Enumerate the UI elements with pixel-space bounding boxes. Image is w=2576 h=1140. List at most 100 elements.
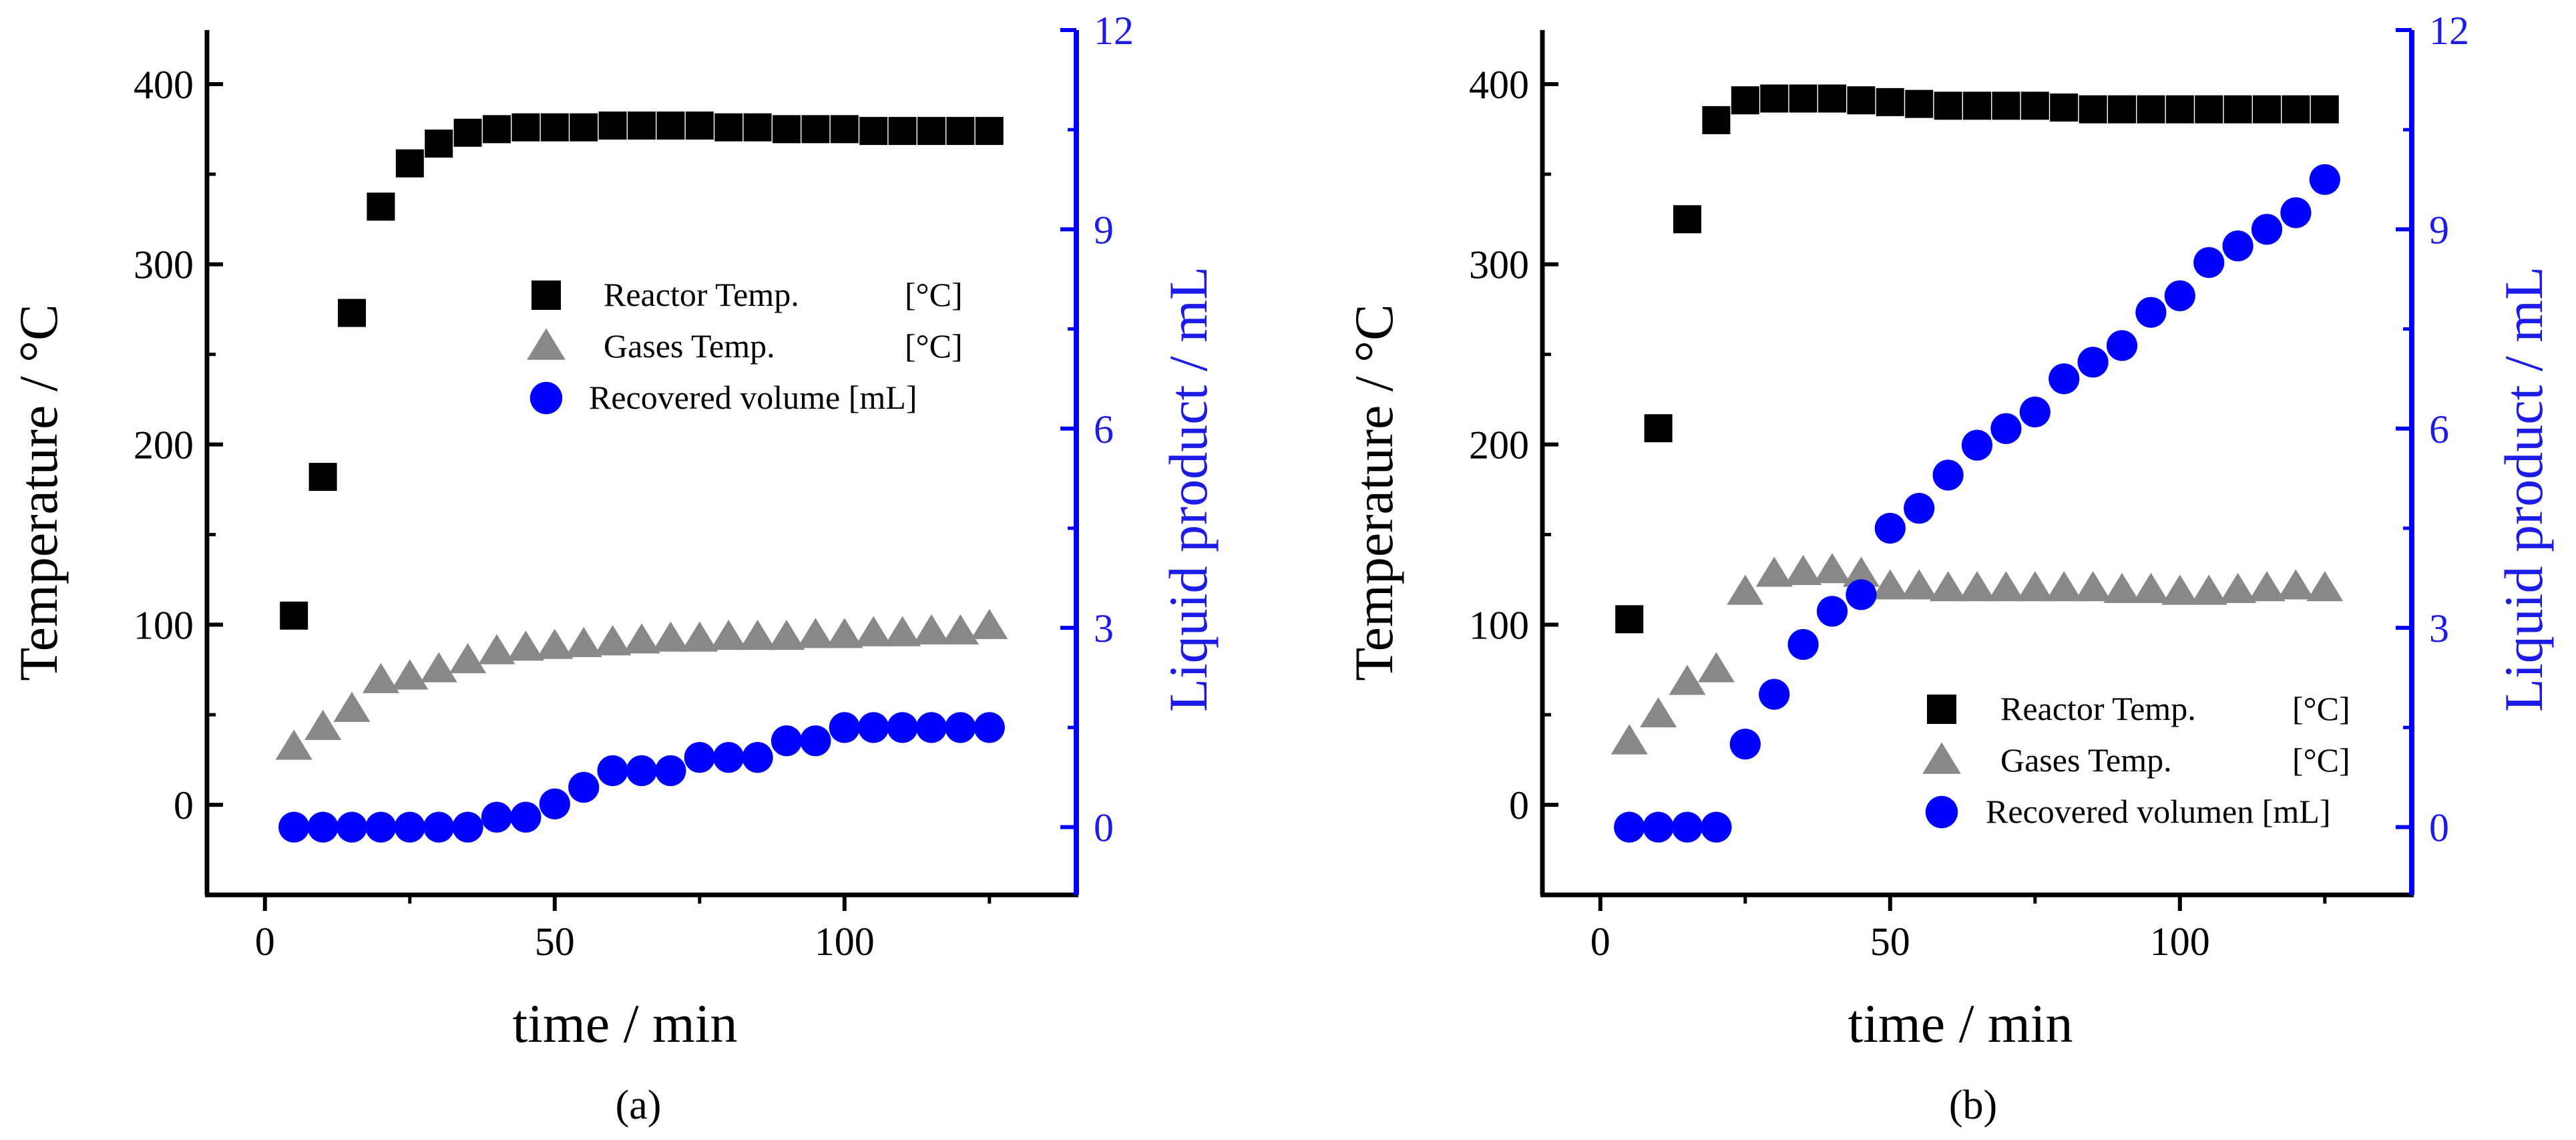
y-right-tick-label: 9 (2429, 208, 2449, 252)
data-point-circle (278, 811, 310, 843)
y-right-tick-label: 0 (1094, 806, 1114, 850)
data-point-circle (655, 755, 686, 787)
data-point-triangle (1611, 724, 1648, 755)
y-tick-label: 200 (1469, 423, 1529, 467)
y-tick-label: 400 (1469, 63, 1529, 107)
data-point-square (2195, 95, 2223, 124)
data-point-triangle (971, 608, 1008, 639)
data-point-triangle (2103, 572, 2141, 603)
data-point-circle (1961, 429, 1993, 461)
data-point-square (2253, 95, 2281, 124)
data-point-circle (2251, 214, 2283, 245)
data-point-square (830, 115, 859, 144)
data-point-triangle (1872, 569, 1909, 600)
data-point-triangle (2277, 569, 2314, 600)
data-point-triangle (275, 729, 312, 760)
data-point-circle (1932, 459, 1964, 491)
data-point-circle (1701, 811, 1732, 843)
data-point-circle (1990, 413, 2022, 444)
legend-label: Recovered volumen [mL] (1986, 793, 2330, 830)
data-point-circle (829, 712, 860, 743)
data-point-triangle (1930, 571, 1967, 602)
panel-label: (b) (1949, 1083, 1997, 1128)
y-right-tick-label: 6 (1094, 407, 1114, 451)
series-triangle (275, 608, 1008, 760)
data-point-circle (713, 742, 744, 773)
data-point-square (888, 117, 917, 146)
data-point-circle (568, 771, 600, 803)
data-point-square (2137, 95, 2165, 124)
data-point-square (628, 111, 656, 140)
data-point-triangle (2248, 571, 2286, 602)
data-point-circle (336, 811, 368, 843)
data-point-square (801, 115, 830, 144)
data-point-square (1760, 84, 1789, 113)
data-point-square (2108, 95, 2136, 124)
data-point-circle (1787, 628, 1819, 660)
data-point-circle (1816, 596, 1848, 627)
data-point-circle (1759, 679, 1790, 710)
data-point-triangle (710, 619, 747, 650)
data-point-triangle (2045, 571, 2083, 602)
data-point-circle (626, 755, 658, 787)
data-point-square (773, 115, 801, 144)
data-point-square (917, 117, 945, 146)
data-point-circle (394, 811, 425, 843)
x-tick-label: 0 (1590, 920, 1611, 964)
y-right-axis-title: Liquid product / mL (1158, 266, 1219, 712)
data-point-square (280, 601, 308, 630)
data-point-circle (1874, 512, 1906, 544)
data-point-square (308, 463, 337, 492)
data-point-square (598, 111, 627, 140)
data-point-square (2020, 91, 2049, 120)
x-tick-label: 50 (1870, 920, 1910, 964)
y-right-tick-label: 3 (2429, 606, 2449, 650)
series-triangle (1611, 553, 2344, 755)
data-point-circle (1643, 811, 1674, 843)
data-point-triangle (362, 662, 399, 693)
data-point-circle (510, 801, 542, 833)
chart-panel-b: 0 100 200 300 400 0 3 6 9 12 0 50 100 time / min Tempe… (1343, 9, 2554, 1128)
data-point-triangle (420, 652, 457, 683)
data-point-triangle (2306, 571, 2344, 602)
data-point-square (453, 118, 482, 147)
data-point-triangle (1785, 554, 1822, 585)
legend-label: Gases Temp. (604, 327, 775, 365)
data-point-square (1789, 84, 1817, 113)
legend: Reactor Temp. [°C] Gases Temp. [°C] Recovere… (527, 276, 963, 416)
data-point-square (570, 113, 598, 142)
y-tick-label: 200 (134, 423, 194, 467)
data-point-triangle (739, 619, 777, 650)
legend-marker-square (531, 280, 561, 310)
y-tick-label: 100 (1469, 603, 1529, 647)
data-point-triangle (1987, 571, 2024, 602)
data-point-square (2050, 93, 2079, 122)
legend-unit: [°C] (2292, 690, 2350, 727)
x-tick-label: 100 (2150, 920, 2210, 964)
legend-marker-triangle (1922, 742, 1961, 774)
data-point-circle (1614, 811, 1645, 843)
data-point-square (1702, 106, 1731, 134)
legend-unit: [°C] (905, 327, 963, 365)
series-square (1615, 84, 2339, 634)
data-point-triangle (478, 634, 515, 664)
data-point-square (1934, 91, 1962, 120)
data-point-circle (2222, 230, 2253, 262)
legend-label: Gases Temp. (2000, 741, 2172, 779)
data-point-circle (1729, 729, 1761, 760)
data-point-square (859, 117, 888, 146)
data-point-square (425, 129, 453, 158)
legend-label: Recovered volume [mL] (589, 379, 917, 416)
data-point-circle (945, 712, 976, 743)
x-tick-label: 100 (815, 920, 875, 964)
data-point-square (1876, 87, 1904, 116)
data-point-circle (2164, 280, 2195, 311)
data-point-triangle (594, 625, 632, 656)
data-point-triangle (449, 643, 487, 674)
data-point-circle (307, 811, 339, 843)
data-point-circle (2309, 164, 2340, 195)
data-point-triangle (391, 659, 429, 690)
x-tick-label: 50 (535, 920, 575, 964)
data-point-triangle (565, 626, 602, 657)
data-point-triangle (507, 630, 544, 661)
